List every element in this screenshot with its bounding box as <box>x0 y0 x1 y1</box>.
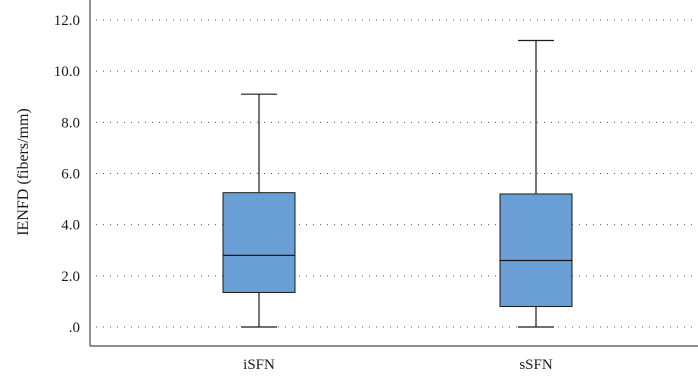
y-tick-label: 6.0 <box>61 167 80 183</box>
x-category-label: iSFN <box>243 357 275 373</box>
boxes <box>222 39 573 328</box>
iqr-box <box>499 193 573 308</box>
y-tick-label: 4.0 <box>61 218 80 234</box>
y-tick-labels: .0 2.0 4.0 6.0 8.0 10.0 12.0 <box>54 13 80 336</box>
y-tick-label: .0 <box>69 320 80 336</box>
box-iSFN <box>222 93 296 328</box>
y-tick-label: 8.0 <box>61 115 80 131</box>
axes <box>89 0 698 347</box>
y-tick-label: 12.0 <box>54 13 80 29</box>
x-category-label: sSFN <box>519 357 553 373</box>
box-sSFN <box>499 39 573 328</box>
iqr-box <box>222 192 296 293</box>
y-tick-label: 2.0 <box>61 269 80 285</box>
y-tick-label: 10.0 <box>54 64 80 80</box>
x-tick-labels: iSFN sSFN <box>243 357 553 373</box>
gridlines <box>96 19 698 328</box>
y-axis-title: IENFD (fibers/mm) <box>15 108 32 236</box>
